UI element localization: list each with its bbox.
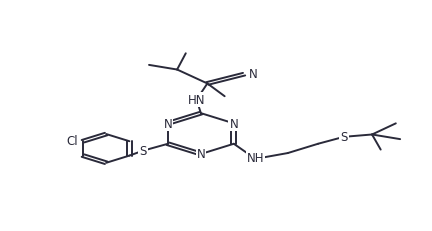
Text: S: S	[139, 145, 146, 158]
Text: N: N	[197, 148, 205, 161]
Text: S: S	[340, 131, 348, 144]
Text: Cl: Cl	[67, 134, 78, 147]
Text: N: N	[164, 117, 172, 130]
Text: HN: HN	[188, 94, 205, 107]
Text: N: N	[249, 67, 258, 80]
Text: N: N	[229, 117, 238, 130]
Text: NH: NH	[247, 152, 264, 164]
